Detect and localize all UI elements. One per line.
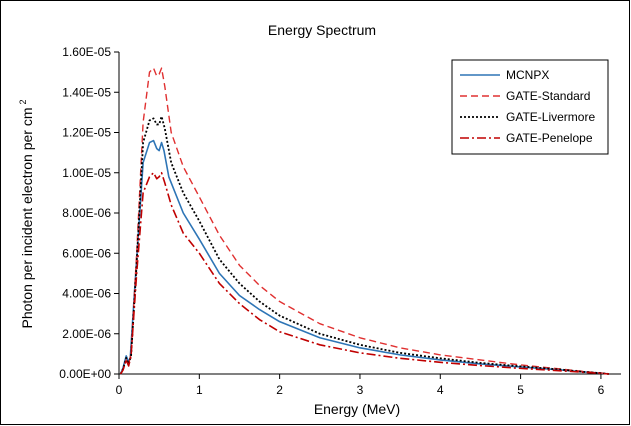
y-tick-label: 1.40E-05 <box>62 85 111 99</box>
legend-items: MCNPX GATE-Standard GATE-Livermore GATE-Pen… <box>460 68 595 145</box>
legend-label: MCNPX <box>506 68 549 82</box>
legend-label: GATE-Livermore <box>506 110 595 124</box>
y-tick-label: 1.00E-05 <box>62 166 111 180</box>
y-tick-label: 1.20E-05 <box>62 126 111 140</box>
y-tick-label: 4.00E-06 <box>62 287 111 301</box>
x-tick-label: 2 <box>276 383 283 397</box>
y-ticks: 0.00E+00 2.00E-06 4.00E-06 6.00E-06 8.00E-06… <box>59 45 119 381</box>
y-tick-label: 6.00E-06 <box>62 246 111 260</box>
x-tick-label: 4 <box>437 383 444 397</box>
chart-title: Energy Spectrum <box>268 22 376 38</box>
y-tick-label: 0.00E+00 <box>59 367 111 381</box>
x-ticks: 0 1 2 3 4 5 6 <box>116 374 605 397</box>
legend-label: GATE-Penelope <box>506 131 593 145</box>
series-layer <box>119 67 610 375</box>
x-tick-label: 1 <box>196 383 203 397</box>
x-tick-label: 3 <box>357 383 364 397</box>
y-axis-title-superscript: 2 <box>18 99 28 104</box>
y-tick-label: 8.00E-06 <box>62 206 111 220</box>
y-axis-title-main: Photon per incident electron per cm <box>19 108 35 329</box>
series-line-gate-standard <box>120 67 610 375</box>
x-tick-label: 5 <box>517 383 524 397</box>
x-axis-title: Energy (MeV) <box>314 401 400 417</box>
legend: MCNPX GATE-Standard GATE-Livermore GATE-Pen… <box>451 59 609 155</box>
y-tick-label: 1.60E-05 <box>62 45 111 59</box>
y-axis-title: Photon per incident electron per cm 2 <box>18 99 35 328</box>
legend-label: GATE-Standard <box>506 89 590 103</box>
series-line-gate-penelope <box>119 171 610 375</box>
x-tick-label: 6 <box>598 383 605 397</box>
y-tick-label: 2.00E-06 <box>62 327 111 341</box>
x-tick-label: 0 <box>116 383 123 397</box>
